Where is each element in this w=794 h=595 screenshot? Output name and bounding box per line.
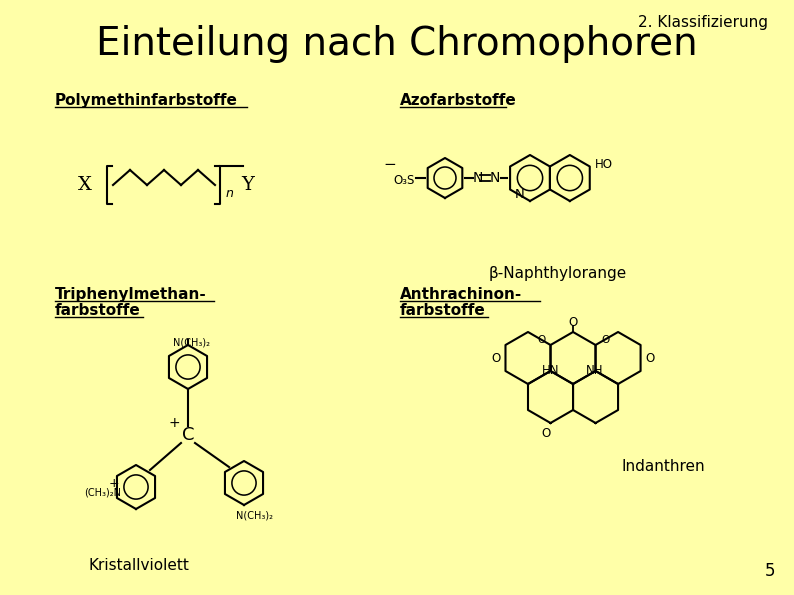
- Text: O: O: [537, 335, 545, 345]
- Text: N: N: [490, 171, 500, 185]
- Text: N: N: [473, 171, 484, 185]
- Text: O: O: [491, 352, 501, 365]
- Text: Anthrachinon-: Anthrachinon-: [400, 287, 522, 302]
- Text: β-Naphthylorange: β-Naphthylorange: [489, 266, 627, 281]
- Text: O: O: [601, 335, 609, 345]
- Text: N(CH₃)₂: N(CH₃)₂: [172, 337, 210, 347]
- Text: X: X: [78, 176, 92, 194]
- Text: 5: 5: [765, 562, 775, 580]
- Text: Indanthren: Indanthren: [621, 459, 705, 474]
- Text: O: O: [541, 427, 550, 440]
- Text: C: C: [182, 426, 195, 444]
- Text: N: N: [515, 188, 525, 201]
- Text: N(CH₃)₂: N(CH₃)₂: [236, 511, 273, 521]
- Text: (CH₃)₂N: (CH₃)₂N: [84, 487, 121, 497]
- Text: HO: HO: [595, 158, 613, 171]
- Text: Einteilung nach Chromophoren: Einteilung nach Chromophoren: [96, 25, 698, 63]
- Text: Polymethinfarbstoffe: Polymethinfarbstoffe: [55, 93, 238, 108]
- Text: Triphenylmethan-: Triphenylmethan-: [55, 287, 206, 302]
- Text: +: +: [168, 416, 179, 430]
- Text: +: +: [109, 477, 119, 490]
- Text: O: O: [646, 352, 655, 365]
- Text: n: n: [225, 186, 233, 199]
- Text: O: O: [569, 315, 578, 328]
- Text: Kristallviolett: Kristallviolett: [88, 558, 189, 573]
- Text: farbstoffe: farbstoffe: [400, 303, 486, 318]
- Text: 2. Klassifizierung: 2. Klassifizierung: [638, 15, 768, 30]
- Text: O₃S: O₃S: [394, 174, 415, 186]
- Text: Azofarbstoffe: Azofarbstoffe: [400, 93, 517, 108]
- Text: −: −: [384, 156, 396, 171]
- Text: Y: Y: [241, 176, 254, 194]
- Text: NH: NH: [586, 364, 603, 377]
- Text: farbstoffe: farbstoffe: [55, 303, 141, 318]
- Text: HN: HN: [542, 364, 560, 377]
